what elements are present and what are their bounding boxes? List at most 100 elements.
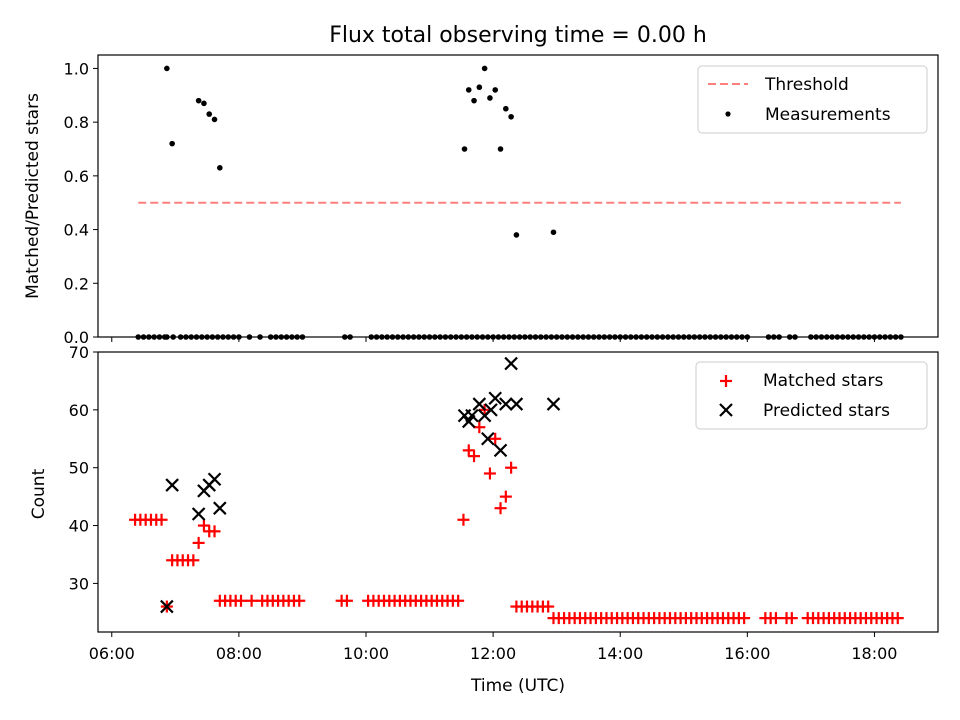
measurement-point — [654, 334, 661, 340]
measurement-point — [426, 334, 433, 340]
top-legend-box — [697, 65, 928, 134]
bottom-x-tick-label: 12:00 — [470, 644, 516, 663]
top-y-ticks: 0.0 0.2 0.4 0.6 0.8 1.0 — [64, 59, 98, 347]
matched-star-marker — [192, 536, 205, 549]
measurement-point — [580, 334, 586, 340]
bottom-y-tick-label: 30 — [69, 574, 89, 593]
matched-star-marker — [785, 612, 798, 625]
predicted-star-b — [191, 507, 206, 521]
predicted-star-marker — [472, 397, 487, 411]
matched-stars-points — [129, 403, 904, 625]
measurement-point — [373, 334, 380, 340]
measurement-point — [712, 334, 719, 340]
measurement-point — [495, 334, 502, 340]
measurement-point — [855, 334, 862, 340]
measurement-point — [347, 334, 353, 340]
measurement-point — [670, 334, 676, 340]
matched-star-marker — [293, 594, 306, 607]
measurement-point — [267, 334, 274, 340]
matched-star-marker — [245, 594, 258, 607]
top-y-tick-label: 1.0 — [64, 59, 89, 78]
predicted-legend-swatch — [719, 403, 733, 417]
measurement-point — [199, 334, 205, 340]
matched-star-marker — [494, 502, 507, 515]
predicted-star-marker — [484, 403, 498, 417]
measurement-point — [659, 334, 666, 340]
measurement-point — [823, 334, 830, 340]
matched-star-marker — [738, 612, 751, 625]
measurement-point — [665, 334, 671, 340]
figure-title: Flux total observing time = 0.00 h — [329, 23, 707, 48]
matched-star-marker — [542, 600, 555, 613]
measurement-point — [649, 334, 655, 340]
predicted-star-b — [213, 501, 227, 515]
measurement-point — [813, 334, 819, 340]
predicted-star-b — [493, 443, 508, 458]
top-y-tick-label: 0.0 — [64, 328, 89, 347]
measurement-point — [437, 334, 443, 340]
measurement-point — [485, 334, 491, 340]
predicted-star-b — [484, 403, 498, 417]
predicted-star-b — [488, 391, 503, 406]
bottom-x-tick-label: 14:00 — [597, 644, 643, 663]
predicted-star-b — [481, 431, 495, 446]
measurement-point — [776, 334, 782, 340]
bottom-panel: 30 40 50 60 70 06:00 08:00 10:00 12:00 14:00 16:0… — [29, 343, 939, 696]
measurement-point — [691, 334, 698, 340]
measurement-point — [527, 334, 533, 340]
measurement-point — [718, 334, 724, 340]
bottom-plot-frame — [97, 351, 939, 633]
measurement-point — [680, 334, 687, 340]
measurement-point — [204, 334, 210, 340]
matched-star-marker — [452, 594, 465, 607]
bottom-x-tick-label: 06:00 — [89, 644, 135, 663]
measurement-point — [465, 87, 472, 93]
measurement-point — [135, 334, 142, 340]
bottom-y-tick-label: 70 — [69, 343, 89, 362]
x-axis-label: Time (UTC) — [470, 676, 565, 696]
measurement-point — [400, 334, 406, 340]
measurement-point — [283, 334, 290, 340]
measurements-points — [135, 65, 904, 340]
measurement-point — [384, 334, 390, 340]
threshold-legend-label: Threshold — [764, 75, 849, 95]
predicted-star-b — [509, 397, 524, 411]
measurement-point — [638, 334, 645, 340]
measurement-point — [765, 334, 772, 340]
matched-star-marker — [483, 467, 496, 480]
measurement-point — [606, 334, 613, 340]
predicted-star-b — [207, 472, 222, 487]
predicted-star-b — [465, 408, 479, 423]
measurement-point — [246, 334, 253, 340]
measurement-point — [195, 97, 202, 104]
measurement-point — [548, 334, 555, 340]
measurement-point — [834, 334, 841, 340]
measurement-point — [389, 334, 396, 340]
measurement-point — [553, 334, 560, 340]
measurement-point — [728, 334, 735, 340]
top-y-tick-label: 0.4 — [64, 221, 89, 240]
measurement-point — [550, 229, 557, 236]
measurement-point — [410, 334, 417, 340]
measurement-point — [257, 334, 263, 340]
top-y-axis-label: Matched/Predicted stars — [23, 93, 43, 299]
measurement-point — [792, 334, 798, 340]
measurement-point — [421, 334, 428, 340]
measurement-point — [882, 334, 888, 340]
measurement-point — [442, 334, 449, 340]
measurement-point — [278, 334, 285, 340]
measurement-point — [786, 334, 793, 340]
measurement-point — [432, 334, 438, 340]
matched-star-marker — [505, 461, 518, 474]
top-panel: 0.0 0.2 0.4 0.6 0.8 1.0 Matched/Predicted sta… — [23, 54, 939, 347]
measurement-point — [209, 334, 216, 340]
measurement-point — [839, 334, 846, 340]
predicted-star-marker — [499, 397, 513, 411]
measurement-point — [230, 334, 237, 340]
predicted-star-marker — [509, 397, 524, 411]
matched-legend-swatch — [720, 375, 732, 387]
measurement-point — [217, 165, 223, 171]
measurement-point — [569, 334, 576, 340]
measurement-point — [511, 334, 518, 340]
measurement-point — [183, 334, 189, 340]
